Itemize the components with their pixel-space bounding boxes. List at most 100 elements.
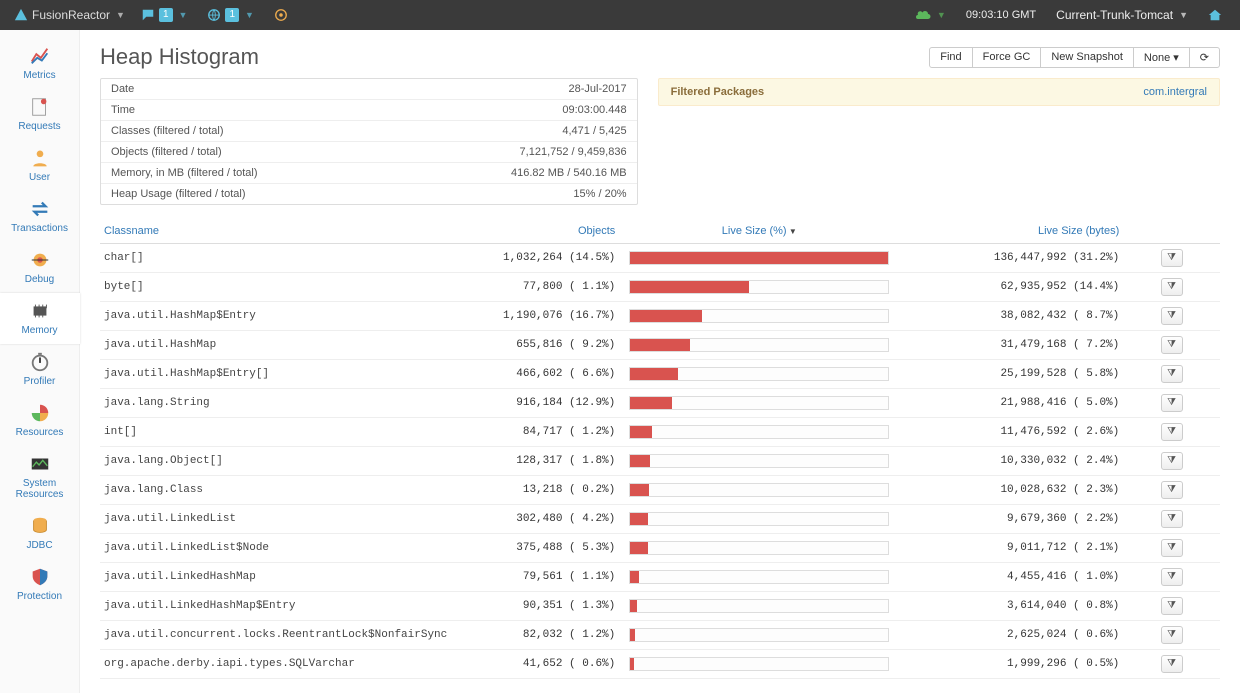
resources-icon bbox=[0, 401, 80, 425]
cell-objects: 466,602 ( 6.6%) bbox=[451, 360, 619, 389]
topbar-globe[interactable]: 1 ▼ bbox=[197, 0, 263, 30]
cell-livepct bbox=[619, 302, 899, 331]
cell-bytes: 38,082,432 ( 8.7%) bbox=[899, 302, 1123, 331]
col-classname[interactable]: Classname bbox=[100, 219, 451, 244]
cell-bytes: 11,476,592 ( 2.6%) bbox=[899, 418, 1123, 447]
sidebar-item-label: Transactions bbox=[0, 223, 80, 234]
topbar-home[interactable] bbox=[1198, 0, 1232, 30]
row-filter-button[interactable]: ⧩ bbox=[1161, 365, 1183, 383]
row-filter-button[interactable]: ⧩ bbox=[1161, 249, 1183, 267]
row-filter-button[interactable]: ⧩ bbox=[1161, 278, 1183, 296]
summary-value: 416.82 MB / 540.16 MB bbox=[511, 167, 627, 179]
cell-objects: 41,652 ( 0.6%) bbox=[451, 650, 619, 679]
summary-row: Memory, in MB (filtered / total)416.82 M… bbox=[101, 162, 637, 183]
cell-livepct bbox=[619, 418, 899, 447]
row-filter-button[interactable]: ⧩ bbox=[1161, 481, 1183, 499]
sidebar-item-jdbc[interactable]: JDBC bbox=[0, 508, 80, 559]
globe-badge: 1 bbox=[225, 8, 239, 22]
topbar-target[interactable] bbox=[264, 0, 298, 30]
cell-objects: 302,480 ( 4.2%) bbox=[451, 505, 619, 534]
sidebar-item-transactions[interactable]: Transactions bbox=[0, 191, 80, 242]
refresh-button[interactable]: ⟳ bbox=[1189, 47, 1220, 68]
table-row: java.util.concurrent.locks.ReentrantLock… bbox=[100, 621, 1220, 650]
topbar-chat[interactable]: 1 ▼ bbox=[131, 0, 197, 30]
cell-bytes: 4,455,416 ( 1.0%) bbox=[899, 563, 1123, 592]
sidebar-item-system-resources[interactable]: System Resources bbox=[0, 446, 80, 508]
row-filter-button[interactable]: ⧩ bbox=[1161, 597, 1183, 615]
filtered-value[interactable]: com.intergral bbox=[1143, 86, 1207, 98]
cell-classname: java.lang.Class bbox=[100, 476, 451, 505]
cell-classname: byte[] bbox=[100, 273, 451, 302]
cell-bytes: 3,614,040 ( 0.8%) bbox=[899, 592, 1123, 621]
row-filter-button[interactable]: ⧩ bbox=[1161, 539, 1183, 557]
sidebar-item-memory[interactable]: Memory bbox=[0, 293, 80, 344]
cell-classname: char[] bbox=[100, 244, 451, 273]
newsnapshot-button[interactable]: New Snapshot bbox=[1040, 47, 1134, 68]
topbar-cloud[interactable]: ▼ bbox=[905, 0, 956, 30]
chat-icon bbox=[141, 8, 155, 22]
row-filter-button[interactable]: ⧩ bbox=[1161, 568, 1183, 586]
row-filter-button[interactable]: ⧩ bbox=[1161, 307, 1183, 325]
memory-icon bbox=[0, 299, 80, 323]
caret-icon: ▼ bbox=[245, 10, 254, 20]
sidebar-item-protection[interactable]: Protection bbox=[0, 559, 80, 610]
cell-objects: 79,561 ( 1.1%) bbox=[451, 563, 619, 592]
row-filter-button[interactable]: ⧩ bbox=[1161, 626, 1183, 644]
row-filter-button[interactable]: ⧩ bbox=[1161, 394, 1183, 412]
debug-icon bbox=[0, 248, 80, 272]
sidebar-item-debug[interactable]: Debug bbox=[0, 242, 80, 293]
topbar-server[interactable]: Current-Trunk-Tomcat ▼ bbox=[1046, 0, 1198, 30]
cell-classname: int[] bbox=[100, 418, 451, 447]
row-filter-button[interactable]: ⧩ bbox=[1161, 336, 1183, 354]
jdbc-icon bbox=[0, 514, 80, 538]
summary-value: 15% / 20% bbox=[573, 188, 626, 200]
brand[interactable]: FusionReactor ▼ bbox=[8, 8, 131, 22]
table-row: char[]1,032,264 (14.5%)136,447,992 (31.2… bbox=[100, 244, 1220, 273]
none-dropdown[interactable]: None ▾ bbox=[1133, 47, 1190, 68]
summary-key: Date bbox=[111, 83, 134, 95]
sidebar-item-label: JDBC bbox=[0, 540, 80, 551]
system-resources-icon bbox=[0, 452, 80, 476]
table-row: int[]84,717 ( 1.2%)11,476,592 ( 2.6%)⧩ bbox=[100, 418, 1220, 447]
cell-classname: java.lang.String bbox=[100, 389, 451, 418]
sidebar-item-metrics[interactable]: Metrics bbox=[0, 38, 80, 89]
cell-bytes: 2,625,024 ( 0.6%) bbox=[899, 621, 1123, 650]
cell-objects: 82,032 ( 1.2%) bbox=[451, 621, 619, 650]
row-filter-button[interactable]: ⧩ bbox=[1161, 655, 1183, 673]
cell-livepct bbox=[619, 563, 899, 592]
row-filter-button[interactable]: ⧩ bbox=[1161, 452, 1183, 470]
sidebar-item-resources[interactable]: Resources bbox=[0, 395, 80, 446]
row-filter-button[interactable]: ⧩ bbox=[1161, 510, 1183, 528]
cell-livepct bbox=[619, 592, 899, 621]
col-objects[interactable]: Objects bbox=[451, 219, 619, 244]
table-row: org.apache.derby.iapi.types.SQLVarchar41… bbox=[100, 650, 1220, 679]
summary-key: Objects (filtered / total) bbox=[111, 146, 222, 158]
summary-value: 28-Jul-2017 bbox=[569, 83, 627, 95]
sidebar-item-requests[interactable]: Requests bbox=[0, 89, 80, 140]
sidebar-item-user[interactable]: User bbox=[0, 140, 80, 191]
cell-livepct bbox=[619, 447, 899, 476]
cell-bytes: 21,988,416 ( 5.0%) bbox=[899, 389, 1123, 418]
summary-row: Date 28-Jul-2017 bbox=[101, 79, 637, 99]
col-bytes[interactable]: Live Size (bytes) bbox=[899, 219, 1123, 244]
cell-classname: java.util.HashMap bbox=[100, 331, 451, 360]
row-filter-button[interactable]: ⧩ bbox=[1161, 423, 1183, 441]
cell-objects: 916,184 (12.9%) bbox=[451, 389, 619, 418]
col-livepct[interactable]: Live Size (%) bbox=[619, 219, 899, 244]
cell-livepct bbox=[619, 505, 899, 534]
forcegc-button[interactable]: Force GC bbox=[972, 47, 1042, 68]
table-row: java.util.HashMap$Entry1,190,076 (16.7%)… bbox=[100, 302, 1220, 331]
sidebar-item-profiler[interactable]: Profiler bbox=[0, 344, 80, 395]
server-label: Current-Trunk-Tomcat bbox=[1056, 8, 1173, 22]
find-button[interactable]: Find bbox=[929, 47, 972, 68]
cell-livepct bbox=[619, 650, 899, 679]
table-row: java.lang.Object[]128,317 ( 1.8%)10,330,… bbox=[100, 447, 1220, 476]
home-icon bbox=[1208, 8, 1222, 22]
cloud-icon bbox=[915, 9, 931, 21]
caret-icon: ▼ bbox=[179, 10, 188, 20]
cell-bytes: 9,679,360 ( 2.2%) bbox=[899, 505, 1123, 534]
summary-key: Classes (filtered / total) bbox=[111, 125, 223, 137]
table-row: java.util.LinkedHashMap$Entry90,351 ( 1.… bbox=[100, 592, 1220, 621]
cell-livepct bbox=[619, 389, 899, 418]
summary-value: 7,121,752 / 9,459,836 bbox=[520, 146, 627, 158]
